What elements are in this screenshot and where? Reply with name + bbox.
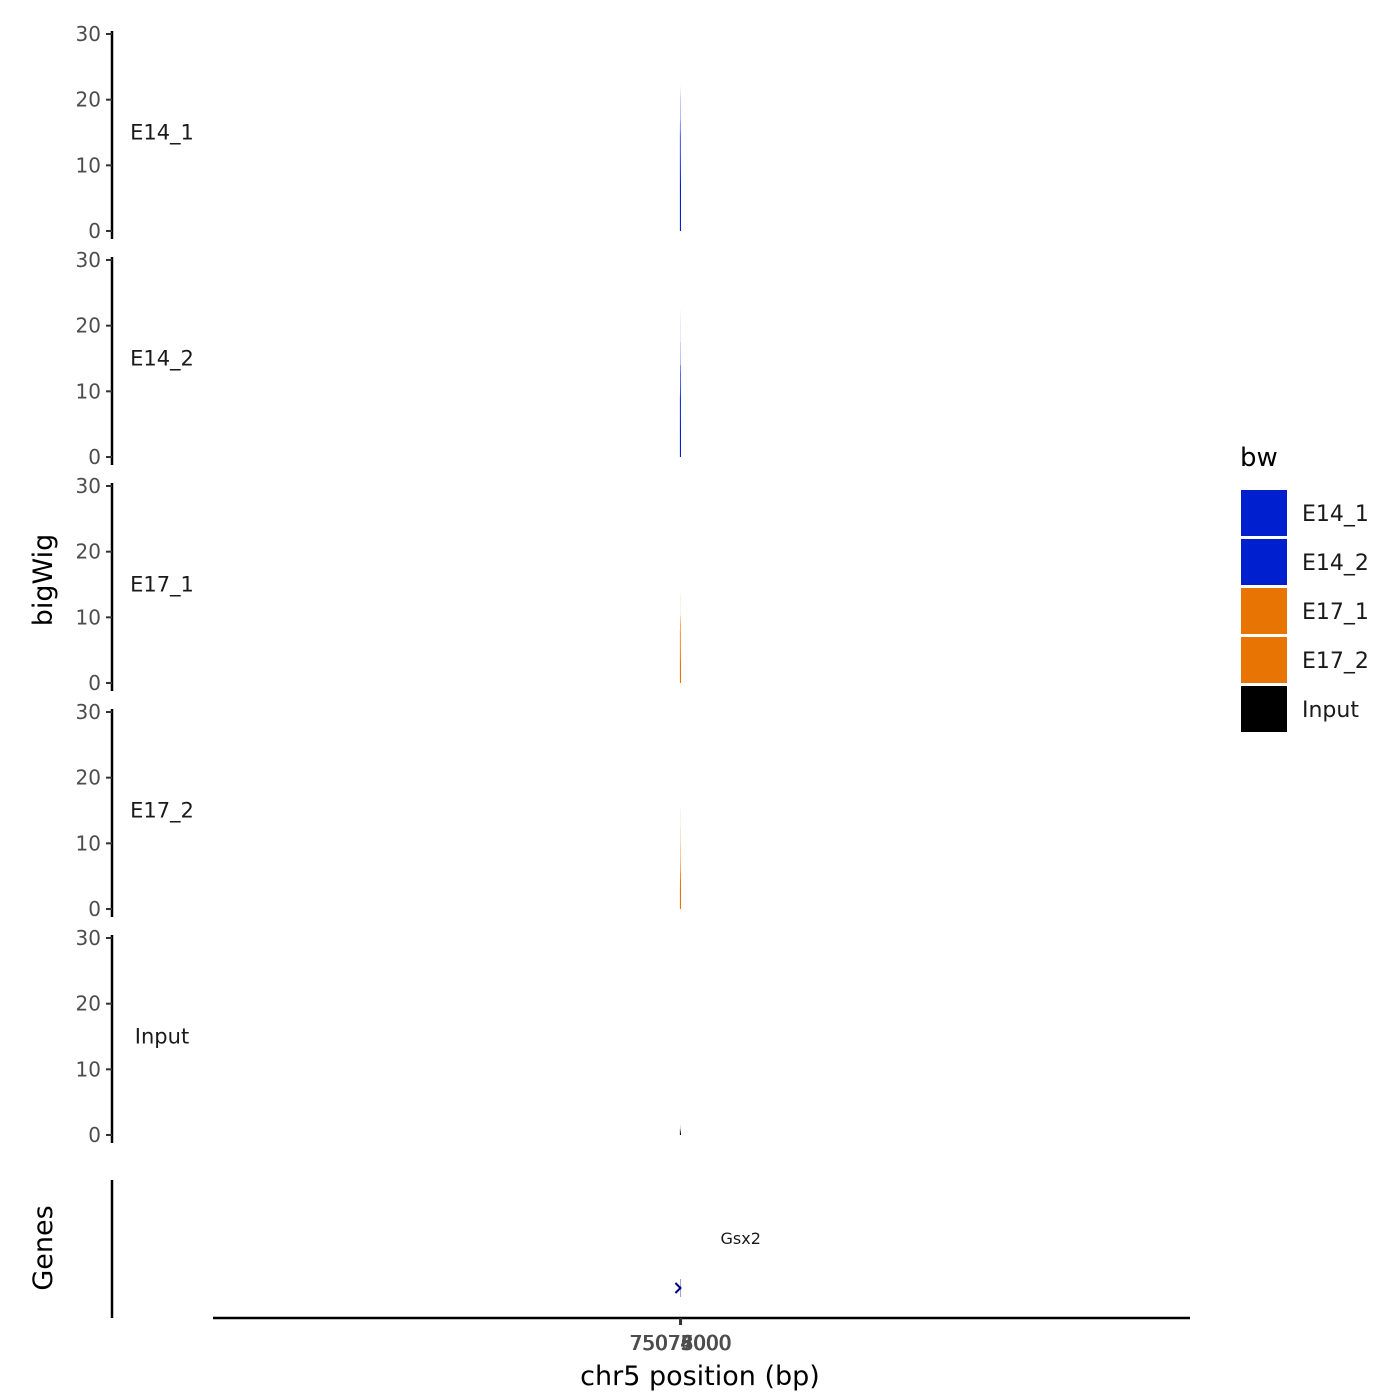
- legend-item-Input: Input: [1241, 686, 1359, 732]
- legend-items: E14_1 E14_2 E17_1 E17_2 Input: [1241, 490, 1369, 732]
- legend-swatch: [1241, 637, 1287, 683]
- signal-area-E17_1: [679, 564, 681, 683]
- y-axis-title: bigWig: [28, 534, 59, 627]
- legend-swatch: [1241, 686, 1287, 732]
- y-tick-label: 30: [76, 700, 101, 724]
- legend-item-E17_1: E17_1: [1241, 588, 1369, 634]
- y-tick-label: 10: [76, 379, 101, 403]
- legend-item-E14_2: E14_2: [1241, 539, 1369, 585]
- y-tick-label: 0: [88, 219, 101, 243]
- y-tick-label: 20: [76, 88, 101, 112]
- legend-item-E14_1: E14_1: [1241, 490, 1369, 536]
- signal-area-Input: [679, 1118, 681, 1135]
- legend-title: bw: [1240, 443, 1278, 473]
- track-panels: 0 10 20 30 E14_1 0 10 20 30 E14_2 0 10 20 30 E17_1 0 10 2…: [76, 22, 681, 1147]
- y-tick-label: 0: [88, 897, 101, 921]
- legend-swatch: [1241, 588, 1287, 634]
- gene-Gsx2: Gsx2: [674, 1229, 761, 1297]
- genes-panel: Genes Gsx2: [28, 1180, 761, 1318]
- x-tick-label: 75074000: [629, 1331, 731, 1355]
- genes-axis-title: Genes: [28, 1205, 59, 1290]
- legend-swatch: [1241, 539, 1287, 585]
- y-tick-label: 30: [76, 248, 101, 272]
- signal-area-E17_2: [679, 803, 681, 909]
- y-tick-label: 10: [76, 153, 101, 177]
- y-tick-label: 10: [76, 1057, 101, 1081]
- track-label: E17_2: [130, 799, 194, 824]
- legend-label: E17_2: [1302, 649, 1369, 674]
- signal-area-E14_2: [679, 269, 681, 457]
- x-axis-title: chr5 position (bp): [580, 1361, 820, 1392]
- y-tick-label: 0: [88, 445, 101, 469]
- y-tick-label: 0: [88, 671, 101, 695]
- y-tick-label: 20: [76, 992, 101, 1016]
- track-Input: 0 10 20 30 Input: [76, 926, 681, 1147]
- legend-label: Input: [1302, 698, 1359, 723]
- track-label: E14_1: [130, 121, 194, 146]
- signal-area-E14_1: [679, 43, 681, 232]
- y-tick-label: 20: [76, 314, 101, 338]
- gene-models: Gsx2: [674, 1229, 761, 1297]
- y-tick-label: 0: [88, 1123, 101, 1147]
- track-E14_1: 0 10 20 30 E14_1: [76, 22, 681, 243]
- y-tick-label: 30: [76, 22, 101, 46]
- x-tick-label: 75077000: [630, 1331, 732, 1355]
- track-label: E14_2: [130, 347, 194, 372]
- track-E17_1: 0 10 20 30 E17_1: [76, 474, 681, 695]
- legend-label: E14_2: [1302, 551, 1369, 576]
- legend: bw E14_1 E14_2 E17_1 E17_2 Input: [1240, 443, 1369, 732]
- y-tick-label: 10: [76, 831, 101, 855]
- gene-name-label: Gsx2: [721, 1229, 761, 1248]
- y-tick-label: 20: [76, 540, 101, 564]
- track-label: E17_1: [130, 573, 194, 598]
- legend-swatch: [1241, 490, 1287, 536]
- x-tick-label: 75078000: [630, 1331, 732, 1355]
- y-tick-label: 30: [76, 474, 101, 498]
- legend-label: E14_1: [1302, 502, 1369, 527]
- y-tick-label: 10: [76, 605, 101, 629]
- legend-item-E17_2: E17_2: [1241, 637, 1369, 683]
- y-tick-label: 20: [76, 766, 101, 790]
- track-E14_2: 0 10 20 30 E14_2: [76, 248, 681, 469]
- strand-chevron: [674, 1282, 682, 1294]
- track-E17_2: 0 10 20 30 E17_2: [76, 700, 681, 921]
- x-axis: 7507400075075000750760007507700075078000…: [213, 1316, 1190, 1392]
- y-tick-label: 30: [76, 926, 101, 950]
- track-label: Input: [135, 1025, 189, 1049]
- legend-label: E17_1: [1302, 600, 1369, 625]
- x-tick-label: 75076000: [630, 1331, 732, 1355]
- x-tick-label: 75075000: [629, 1331, 731, 1355]
